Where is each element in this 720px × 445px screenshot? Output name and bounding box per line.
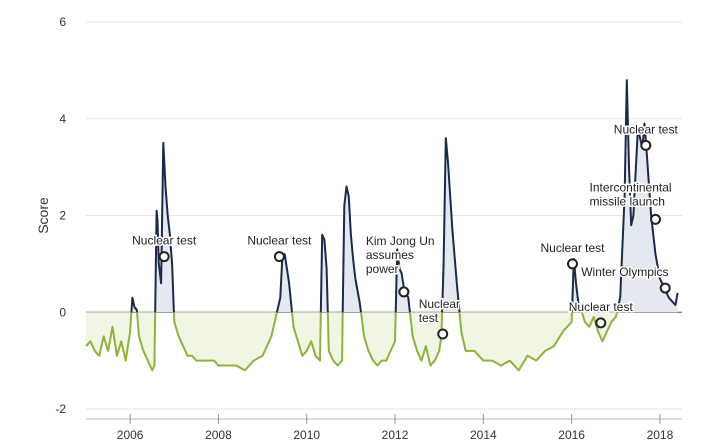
annotation-label: Kim Jong Un [366, 234, 435, 248]
negative-area [173, 312, 277, 371]
annotation-marker [595, 317, 607, 329]
annotation-label: Nuclear test [614, 122, 679, 136]
negative-score-line [85, 312, 133, 362]
negative-score-line [458, 312, 573, 372]
event-annotation: Nuclear test [612, 121, 680, 151]
annotation-label: assumes [366, 248, 414, 262]
event-annotation: Nuclear test [567, 298, 635, 329]
annotation-label: missile launch [590, 194, 665, 208]
negative-score-line [580, 312, 618, 343]
event-annotation: Nuclear test [246, 232, 314, 263]
annotation-label: Nuclear test [132, 234, 197, 248]
annotation-label: Nuclear test [540, 241, 605, 255]
negative-score-line [360, 312, 397, 367]
x-tick-label: 2010 [293, 428, 320, 442]
positive-score-line [615, 79, 679, 313]
event-annotation: Nuclear test [539, 239, 607, 270]
negative-score-line [408, 312, 444, 367]
negative-score-line [326, 312, 344, 367]
annotation-label: test [419, 311, 439, 325]
annotation-marker [640, 139, 652, 151]
annotation-marker [273, 251, 285, 263]
x-tick-label: 2018 [647, 428, 674, 442]
x-tick-label: 2008 [205, 428, 232, 442]
negative-score-line [172, 312, 278, 372]
event-annotation: Winter Olympics [580, 264, 671, 294]
negative-area [459, 312, 572, 371]
event-annotation: Nuclear test [131, 232, 198, 263]
positive-score-line [394, 248, 411, 313]
annotation-label: Nuclear test [247, 234, 312, 248]
positive-score-line [441, 137, 461, 313]
y-tick-label: 0 [59, 305, 66, 319]
annotation-label: Nuclear test [569, 300, 634, 314]
y-tick-label: 6 [59, 15, 66, 29]
negative-area [86, 312, 132, 361]
y-tick-label: -2 [55, 402, 66, 416]
annotation-marker [437, 328, 449, 340]
annotation-marker [158, 251, 170, 263]
annotation-label: Nuclear [419, 297, 460, 311]
positive-score-line [319, 233, 329, 313]
annotation-marker [398, 286, 410, 298]
x-tick-label: 2012 [382, 428, 409, 442]
positive-score-line [341, 185, 362, 313]
annotation-label: Intercontinental [590, 180, 672, 194]
negative-area [137, 312, 156, 371]
x-tick-label: 2014 [470, 428, 497, 442]
annotation-marker [567, 258, 579, 270]
positive-score-line [154, 141, 175, 313]
negative-score-line [291, 312, 322, 362]
annotation-label: Winter Olympics [581, 265, 668, 279]
x-tick-label: 2016 [558, 428, 585, 442]
positive-area [155, 142, 174, 313]
negative-area [327, 312, 343, 366]
positive-area [616, 80, 678, 313]
positive-score-line [130, 296, 138, 313]
annotation-marker [659, 282, 671, 294]
negative-score-line [136, 312, 157, 372]
y-axis-title: Score [35, 197, 51, 234]
annotation-label: power [366, 262, 399, 276]
y-tick-label: 4 [59, 112, 66, 126]
negative-area [361, 312, 396, 366]
annotation-marker [650, 213, 662, 225]
x-tick-label: 2006 [117, 428, 144, 442]
y-tick-label: 2 [59, 209, 66, 223]
